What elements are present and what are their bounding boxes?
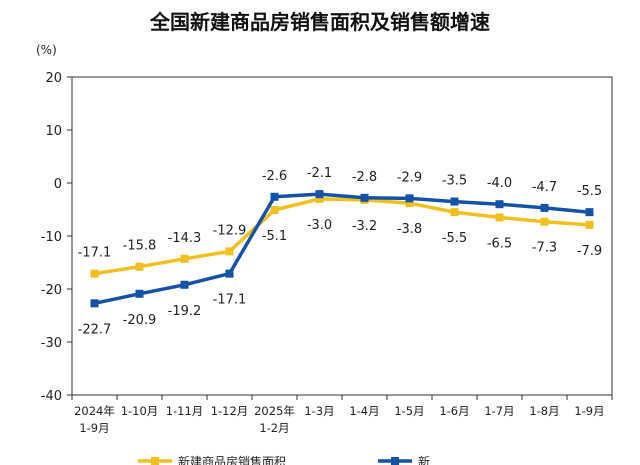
data-label: -2.8 bbox=[352, 170, 377, 185]
data-point-marker bbox=[180, 254, 189, 263]
y-tick-label: -30 bbox=[41, 336, 62, 351]
data-point-marker bbox=[360, 193, 369, 202]
data-label: -5.5 bbox=[577, 184, 602, 199]
data-point-marker bbox=[495, 213, 504, 222]
x-tick-label: 1-12月 bbox=[211, 404, 249, 418]
y-tick-label: 0 bbox=[54, 177, 62, 192]
data-label: -15.8 bbox=[123, 239, 157, 254]
data-point-marker bbox=[315, 190, 324, 199]
y-tick-label: 20 bbox=[45, 71, 62, 86]
data-label: -3.0 bbox=[307, 218, 332, 233]
data-point-marker bbox=[585, 220, 594, 229]
y-tick-label: 10 bbox=[45, 124, 62, 139]
data-label: -7.9 bbox=[577, 244, 602, 259]
data-point-marker bbox=[135, 262, 144, 271]
data-label: -5.1 bbox=[262, 229, 287, 244]
chart-title: 全国新建商品房销售面积及销售额增速 bbox=[150, 10, 490, 34]
x-tick-label: 1-7月 bbox=[484, 404, 514, 418]
data-point-marker bbox=[540, 217, 549, 226]
data-label: -3.5 bbox=[442, 174, 467, 189]
data-label: -19.2 bbox=[168, 304, 202, 319]
data-point-marker bbox=[450, 197, 459, 206]
data-label: -2.9 bbox=[397, 170, 422, 185]
x-tick-label: 1-9月 bbox=[79, 421, 109, 435]
data-label: -2.6 bbox=[262, 169, 287, 184]
data-point-marker bbox=[90, 269, 99, 278]
data-label: -3.8 bbox=[397, 222, 422, 237]
data-label: -3.2 bbox=[352, 219, 377, 234]
data-point-marker bbox=[225, 269, 234, 278]
x-tick-label: 1-5月 bbox=[394, 404, 424, 418]
data-point-marker bbox=[405, 199, 414, 208]
y-tick-label: -40 bbox=[41, 389, 62, 404]
x-tick-label: 1-2月 bbox=[259, 421, 289, 435]
data-point-marker bbox=[180, 280, 189, 289]
series-line bbox=[94, 192, 590, 306]
data-label: -17.1 bbox=[78, 246, 112, 261]
data-label: -5.5 bbox=[442, 231, 467, 246]
data-point-marker bbox=[585, 208, 594, 217]
data-point-marker bbox=[90, 299, 99, 308]
data-label: -4.7 bbox=[532, 180, 557, 195]
x-tick-label: 1-8月 bbox=[529, 404, 559, 418]
data-point-marker bbox=[495, 200, 504, 209]
data-point-marker bbox=[405, 194, 414, 203]
data-label: -12.9 bbox=[213, 223, 247, 238]
data-label: -4.0 bbox=[487, 176, 512, 191]
legend-label: 新建商品房销售面积 bbox=[178, 454, 286, 465]
y-tick-label: -20 bbox=[41, 283, 62, 298]
x-tick-label: 1-4月 bbox=[349, 404, 379, 418]
y-axis-unit: (%) bbox=[36, 43, 57, 57]
data-label: -22.7 bbox=[78, 322, 112, 337]
x-tick-label: 1-9月 bbox=[574, 404, 604, 418]
x-tick-label: 2024年 bbox=[74, 404, 115, 418]
x-tick-label: 2025年 bbox=[254, 404, 295, 418]
data-point-marker bbox=[450, 208, 459, 217]
legend-label: 新 bbox=[418, 454, 430, 465]
data-label: -17.1 bbox=[213, 293, 247, 308]
data-label: -2.1 bbox=[307, 166, 332, 181]
plot-frame bbox=[71, 76, 613, 396]
data-label: -20.9 bbox=[123, 313, 157, 328]
x-tick-label: 1-11月 bbox=[166, 404, 204, 418]
x-tick-label: 1-10月 bbox=[121, 404, 159, 418]
legend-marker bbox=[391, 457, 399, 465]
data-point-marker bbox=[225, 247, 234, 256]
data-point-marker bbox=[315, 194, 324, 203]
x-tick-label: 1-6月 bbox=[439, 404, 469, 418]
y-tick-label: -10 bbox=[41, 230, 62, 245]
data-point-marker bbox=[270, 192, 279, 201]
series-line bbox=[94, 197, 590, 276]
data-label: -7.3 bbox=[532, 241, 557, 256]
x-tick-label: 1-3月 bbox=[304, 404, 334, 418]
data-label: -14.3 bbox=[168, 231, 202, 246]
data-point-marker bbox=[270, 206, 279, 215]
data-point-marker bbox=[540, 203, 549, 212]
legend-marker bbox=[151, 457, 159, 465]
data-point-marker bbox=[135, 289, 144, 298]
data-label: -6.5 bbox=[487, 236, 512, 251]
